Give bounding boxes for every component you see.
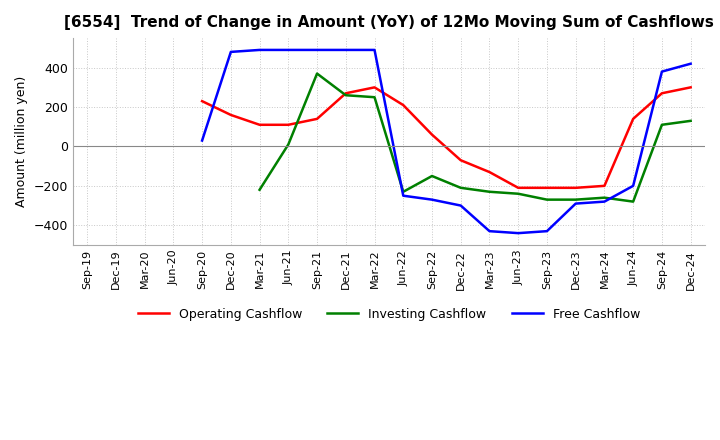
Free Cashflow (341, 47, 350, 52)
Operating Cashflow (370, 85, 379, 90)
Free Cashflow (600, 199, 608, 204)
Investing Cashflow (572, 197, 580, 202)
Free Cashflow (686, 61, 695, 66)
Operating Cashflow (572, 185, 580, 191)
Operating Cashflow (284, 122, 292, 128)
Free Cashflow (312, 47, 321, 52)
Free Cashflow (370, 47, 379, 52)
Investing Cashflow (543, 197, 552, 202)
Line: Investing Cashflow: Investing Cashflow (260, 73, 690, 202)
Free Cashflow (657, 69, 666, 74)
Operating Cashflow (256, 122, 264, 128)
Free Cashflow (227, 49, 235, 55)
Investing Cashflow (657, 122, 666, 128)
Free Cashflow (256, 47, 264, 52)
Free Cashflow (629, 183, 637, 188)
Investing Cashflow (514, 191, 523, 196)
Investing Cashflow (686, 118, 695, 124)
Line: Free Cashflow: Free Cashflow (202, 50, 690, 233)
Free Cashflow (428, 197, 436, 202)
Investing Cashflow (456, 185, 465, 191)
Operating Cashflow (399, 103, 408, 108)
Free Cashflow (399, 193, 408, 198)
Operating Cashflow (686, 85, 695, 90)
Title: [6554]  Trend of Change in Amount (YoY) of 12Mo Moving Sum of Cashflows: [6554] Trend of Change in Amount (YoY) o… (64, 15, 714, 30)
Investing Cashflow (370, 95, 379, 100)
Investing Cashflow (399, 189, 408, 194)
Investing Cashflow (256, 187, 264, 192)
Operating Cashflow (543, 185, 552, 191)
Free Cashflow (572, 201, 580, 206)
Investing Cashflow (428, 173, 436, 179)
Legend: Operating Cashflow, Investing Cashflow, Free Cashflow: Operating Cashflow, Investing Cashflow, … (132, 303, 645, 326)
Investing Cashflow (284, 142, 292, 147)
Operating Cashflow (514, 185, 523, 191)
Operating Cashflow (600, 183, 608, 188)
Operating Cashflow (456, 158, 465, 163)
Operating Cashflow (428, 132, 436, 137)
Operating Cashflow (485, 169, 494, 175)
Free Cashflow (284, 47, 292, 52)
Investing Cashflow (312, 71, 321, 76)
Free Cashflow (543, 228, 552, 234)
Free Cashflow (456, 203, 465, 208)
Investing Cashflow (629, 199, 637, 204)
Y-axis label: Amount (million yen): Amount (million yen) (15, 76, 28, 207)
Investing Cashflow (485, 189, 494, 194)
Free Cashflow (198, 138, 207, 143)
Operating Cashflow (312, 116, 321, 121)
Free Cashflow (514, 231, 523, 236)
Free Cashflow (485, 228, 494, 234)
Operating Cashflow (629, 116, 637, 121)
Operating Cashflow (198, 99, 207, 104)
Operating Cashflow (341, 91, 350, 96)
Line: Operating Cashflow: Operating Cashflow (202, 88, 690, 188)
Investing Cashflow (600, 195, 608, 200)
Investing Cashflow (341, 92, 350, 98)
Operating Cashflow (657, 91, 666, 96)
Operating Cashflow (227, 112, 235, 117)
